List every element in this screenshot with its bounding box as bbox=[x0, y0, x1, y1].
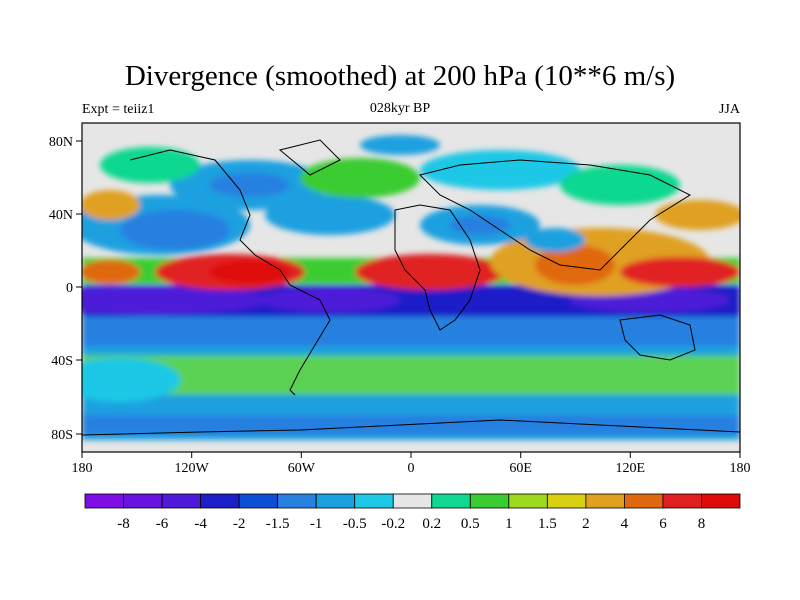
greenland-coast bbox=[278, 139, 341, 176]
colorbar-box bbox=[662, 493, 702, 509]
north-america-coast bbox=[129, 149, 301, 291]
africa-coast bbox=[394, 204, 481, 331]
y-tick-label: 80N bbox=[49, 135, 73, 150]
australia-coast bbox=[619, 314, 696, 361]
y-tick-label: 80S bbox=[51, 428, 73, 443]
colorbar-box bbox=[431, 493, 471, 509]
experiment-label: Expt = teiiz1 bbox=[82, 102, 155, 117]
y-tick-label: 0 bbox=[66, 281, 73, 296]
colorbar-label: 0.2 bbox=[422, 516, 441, 532]
colorbar-box bbox=[546, 493, 587, 509]
colorbar-box bbox=[624, 493, 664, 509]
colorbar-label: -1 bbox=[310, 516, 323, 532]
colorbar-label: 0.5 bbox=[461, 516, 480, 532]
colorbar-label: 2 bbox=[582, 516, 590, 532]
colorbar-box bbox=[392, 493, 433, 509]
eurasia-coast bbox=[419, 159, 692, 271]
colorbar-label: -4 bbox=[194, 516, 207, 532]
africa-divergence bbox=[355, 254, 505, 290]
map-title: Divergence (smoothed) at 200 hPa (10**6 … bbox=[124, 60, 676, 92]
colorbar-label: 4 bbox=[621, 516, 629, 532]
colorbar-label: 1 bbox=[505, 516, 513, 532]
x-tick-label: 180 bbox=[730, 461, 751, 476]
south-america-coast bbox=[289, 289, 331, 396]
x-tick-label: 120W bbox=[175, 461, 210, 476]
contour-field bbox=[82, 123, 740, 452]
y-tick-label: 40N bbox=[49, 208, 73, 223]
colorbar-box bbox=[508, 493, 548, 509]
period-label: 028kyr BP bbox=[369, 101, 431, 116]
colorbar-label: -6 bbox=[156, 516, 169, 532]
colorbar-label: -8 bbox=[117, 516, 130, 532]
colorbar-box bbox=[238, 493, 279, 509]
antarctica-coast bbox=[82, 419, 740, 436]
colorbar-box bbox=[315, 493, 356, 509]
colorbar-box bbox=[585, 493, 625, 509]
season-label: JJA bbox=[718, 102, 740, 117]
colorbar-box bbox=[161, 493, 201, 509]
x-tick-label: 0 bbox=[408, 461, 415, 476]
colorbar-box bbox=[84, 493, 124, 509]
colorbar-label: -0.5 bbox=[343, 516, 367, 532]
colorbar-label: 1.5 bbox=[538, 516, 557, 532]
colorbar-box bbox=[469, 493, 510, 509]
axis-ticks bbox=[76, 140, 741, 458]
y-tick-label: 40S bbox=[51, 354, 73, 369]
colorbar-label: 6 bbox=[659, 516, 667, 532]
y-axis-labels: 80N 40N 0 40S 80S bbox=[49, 135, 73, 443]
colorbar-box bbox=[277, 493, 317, 509]
x-tick-label: 60W bbox=[288, 461, 316, 476]
colorbar-box bbox=[123, 493, 163, 509]
x-tick-label: 120E bbox=[616, 461, 646, 476]
colorbar-labels: -8 -6 -4 -2 -1.5 -1 -0.5 -0.2 0.2 0.5 1 1.5 2 4 6 8 bbox=[117, 516, 705, 532]
colorbar bbox=[84, 493, 741, 509]
colorbar-box bbox=[701, 493, 741, 509]
colorbar-box bbox=[354, 493, 394, 509]
coastlines bbox=[82, 139, 740, 436]
colorbar-label: -0.2 bbox=[381, 516, 405, 532]
colorbar-box bbox=[200, 493, 240, 509]
x-tick-label: 180 bbox=[72, 461, 93, 476]
colorbar-label: -1.5 bbox=[266, 516, 290, 532]
x-axis-labels: 180 120W 60W 0 60E 120E 180 bbox=[72, 461, 751, 476]
colorbar-label: -2 bbox=[233, 516, 246, 532]
x-tick-label: 60E bbox=[509, 461, 532, 476]
colorbar-label: 8 bbox=[698, 516, 706, 532]
